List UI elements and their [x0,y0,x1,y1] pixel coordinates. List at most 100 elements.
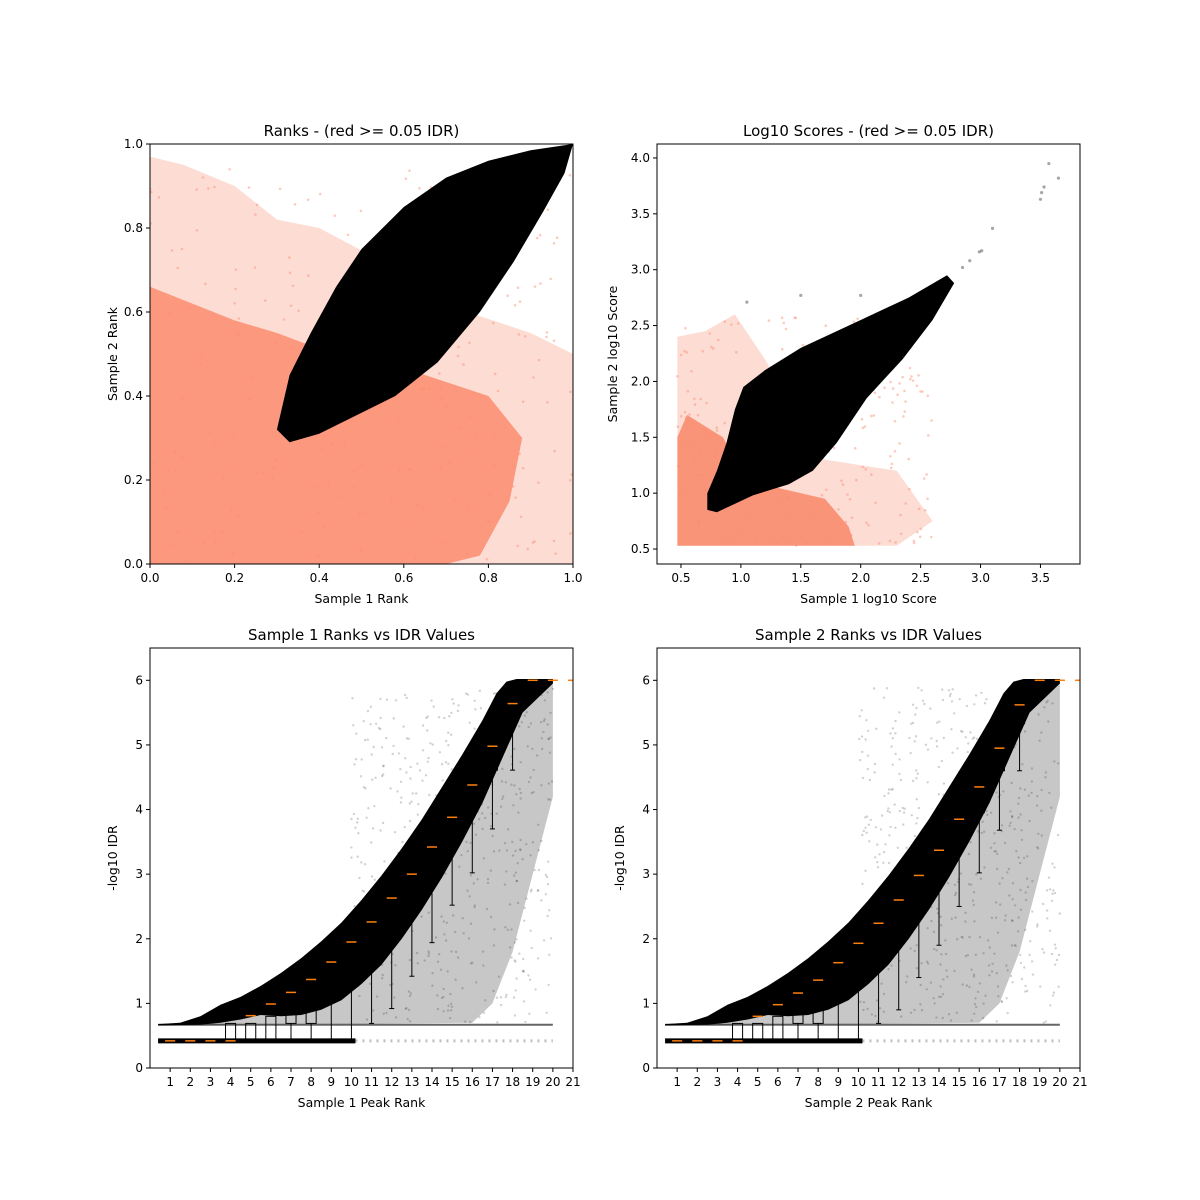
scatter-point [438,953,441,956]
box [752,1022,764,1042]
scatter-point [531,541,535,544]
scatter-point [352,812,356,816]
dense-point-cloud [665,679,1060,1026]
box [225,1022,237,1042]
scatter-point [1002,790,1005,793]
scatter-point [503,883,507,886]
scatter-point [1027,794,1030,797]
scatter-point [430,699,433,702]
scatter-point [950,728,953,731]
scatter-point [891,401,894,404]
scatter-point [462,932,465,935]
scatter-point [482,964,485,967]
scatter-point [380,774,384,778]
scatter-point [869,818,872,822]
scatter-point [841,483,845,486]
scatter-point [1008,894,1011,897]
scatter-point [536,957,540,960]
scatter-point [381,977,384,980]
scatter-point [884,843,887,846]
scatter-point [911,721,915,725]
scatter-point [966,750,969,754]
scatter-point [1042,951,1046,954]
scatter-point [478,1016,481,1019]
scatter-point [180,247,184,251]
scatter-point [522,957,525,961]
scatter-point [436,1007,440,1011]
scatter-point [255,203,259,207]
scatter-point [901,375,904,379]
scatter-point [1013,944,1016,947]
scatter-point [472,822,476,825]
scatter-point [887,792,890,795]
scatter-point [899,532,903,536]
scatter-point [960,265,965,270]
scatter-point [482,1011,486,1014]
scatter-point [864,816,867,819]
scatter-point [356,821,359,824]
scatter-point [961,983,964,986]
scatter-point [1021,763,1024,766]
y-tick-label: 3 [642,867,650,881]
scatter-point [429,742,432,745]
scatter-point [357,832,360,835]
scatter-point [333,214,337,217]
scatter-point [502,795,505,798]
scatter-point [526,745,529,748]
scatter-point [456,709,460,713]
scatter-point [441,779,444,782]
x-tick-label: 7 [287,1075,295,1089]
scatter-point [510,928,513,931]
scatter-point [917,686,920,690]
axes-frame [149,647,574,1069]
scatter-point [370,753,373,756]
scatter-point [362,720,365,723]
scatter-point [482,857,485,860]
scatter-point [569,390,572,394]
scatter-point [462,363,465,366]
scatter-point [1005,964,1008,967]
scatter-point [440,996,444,1000]
boxplot-rank-11 [366,921,378,1024]
scatter-point [1036,923,1039,926]
scatter-point [888,811,891,814]
scatter-point [492,850,496,853]
scatter-point [860,709,863,712]
scatter-point [529,854,532,857]
scatter-point [926,497,929,501]
scatter-point [994,850,997,853]
scatter-point [903,410,907,413]
scatter-point [385,736,388,740]
x-tick-label: 20 [1052,1075,1067,1089]
scatter-point [903,389,906,393]
scatter-point [451,698,454,701]
scatter-point [933,1002,936,1005]
boxplot-rank-4 [225,1022,237,1042]
scatter-point [359,209,363,213]
scatter-point [546,883,550,886]
scatter-point [862,1001,866,1004]
scatter-point [511,840,514,844]
scatter-point [427,911,430,914]
scatter-point [920,962,923,965]
scatter-point [529,722,533,725]
scatter-point [970,883,973,886]
scatter-point [513,784,516,787]
scatter-point [546,914,549,918]
scatter-point [973,1003,977,1006]
scatter-point [951,751,954,754]
scatter-point [481,812,484,815]
scatter-point [942,782,946,785]
scatter-point [820,493,824,497]
scatter-point [873,771,876,774]
scatter-point [801,343,805,347]
scatter-point [522,969,525,972]
scatter-point [1019,961,1023,965]
y-axis-label: -log10 IDR [612,825,627,891]
scatter-point [1020,829,1023,832]
scatter-point [477,817,481,821]
scatter-point [971,737,974,740]
subplot-1: 0.0 0.2 0.4 0.6 0.8 1.0 0.0 0.2 0.4 0.6 0.8 1.0 Rank… [105,122,583,606]
scatter-point [393,831,397,834]
scatter-point [887,788,891,791]
